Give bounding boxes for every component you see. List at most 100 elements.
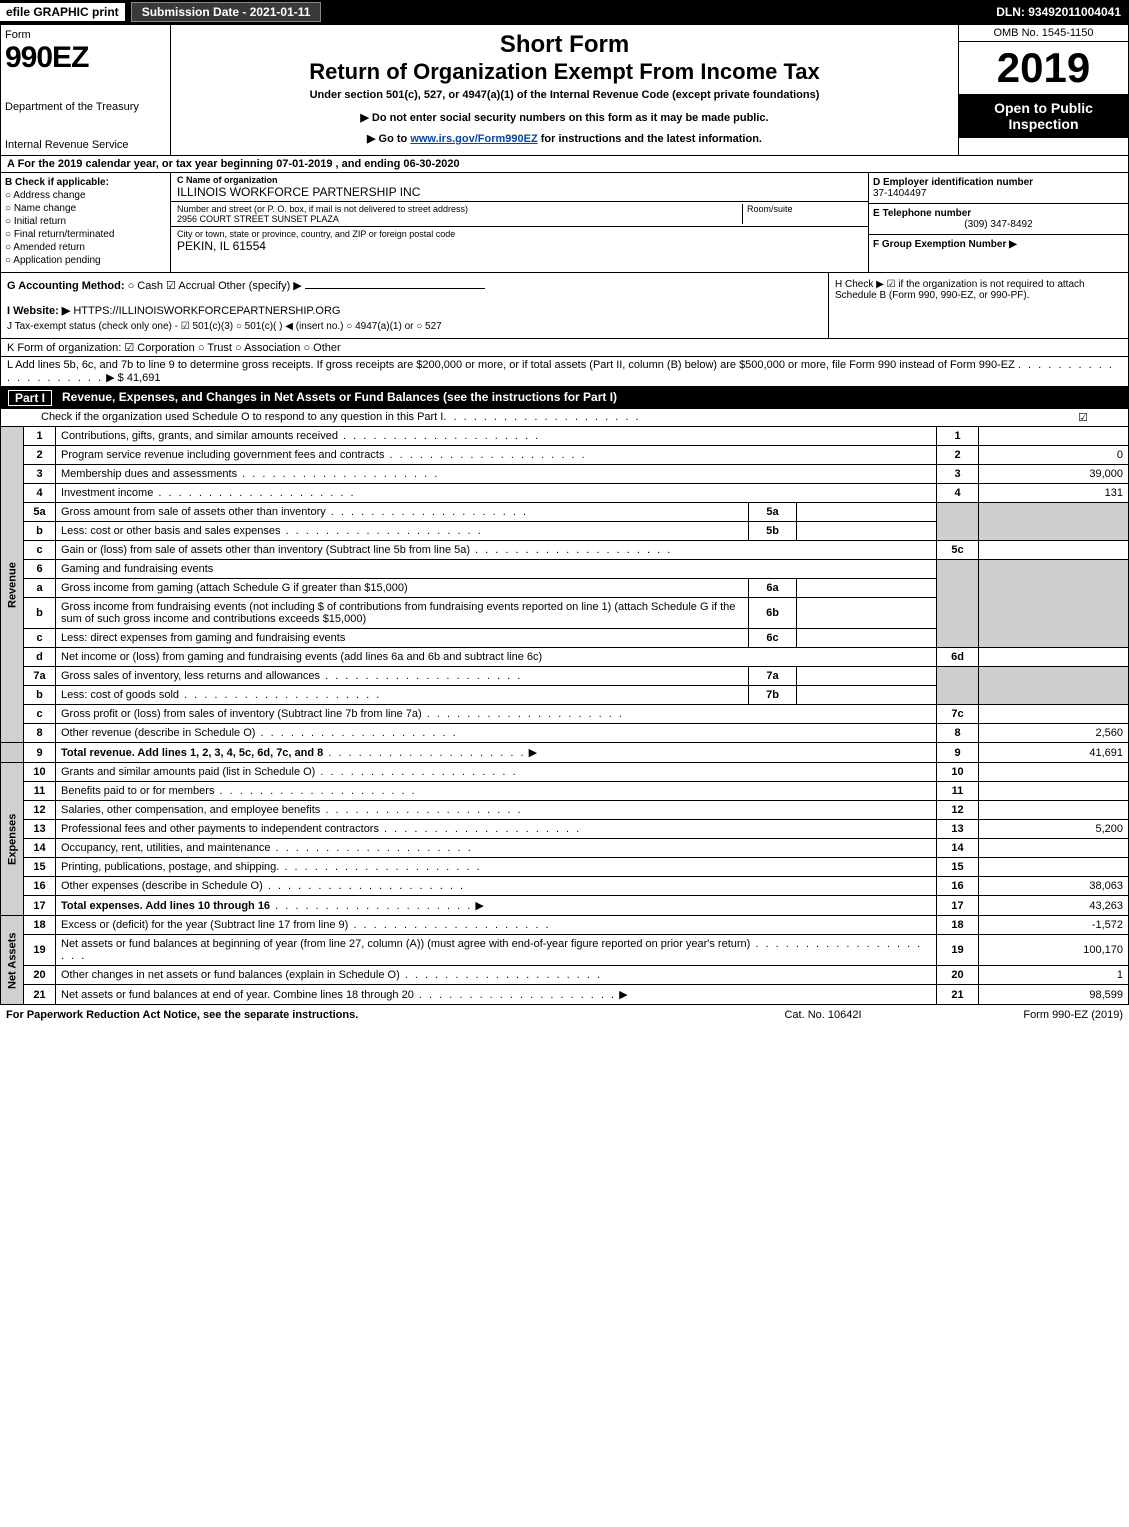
g-accrual[interactable]: ☑ Accrual (166, 280, 215, 292)
ln7b-subval (797, 686, 937, 705)
ln7c-col: 7c (937, 705, 979, 724)
ln10-dots (315, 766, 517, 778)
chk-address-change[interactable]: Address change (5, 190, 166, 201)
info-block: B Check if applicable: Address change Na… (0, 173, 1129, 273)
tax-year: 2019 (959, 42, 1128, 94)
ln3-text: Membership dues and assessments (61, 468, 237, 480)
g-other[interactable]: Other (specify) ▶ (218, 280, 302, 292)
ln16-num: 16 (24, 877, 56, 896)
ln7a-dots (320, 670, 522, 682)
ln3-num: 3 (24, 465, 56, 484)
ssn-warning: ▶ Do not enter social security numbers o… (177, 111, 952, 124)
ln5a-text: Gross amount from sale of assets other t… (61, 506, 326, 518)
chk-amended-return[interactable]: Amended return (5, 242, 166, 253)
ln11-num: 11 (24, 782, 56, 801)
part1-title: Revenue, Expenses, and Changes in Net As… (62, 390, 617, 406)
ln5ab-shade-amt (979, 503, 1129, 541)
ln7a-desc: Gross sales of inventory, less returns a… (56, 667, 749, 686)
ln8-amt: 2,560 (979, 724, 1129, 743)
ln6c-num: c (24, 629, 56, 648)
chk-final-return[interactable]: Final return/terminated (5, 229, 166, 240)
ln3-amt: 39,000 (979, 465, 1129, 484)
ln5a-desc: Gross amount from sale of assets other t… (56, 503, 749, 522)
ln16-text: Other expenses (describe in Schedule O) (61, 880, 263, 892)
ln12-desc: Salaries, other compensation, and employ… (56, 801, 937, 820)
dept-treasury: Department of the Treasury (5, 101, 166, 113)
ln18-col: 18 (937, 916, 979, 935)
page-footer: For Paperwork Reduction Act Notice, see … (0, 1005, 1129, 1025)
part1-sub-dots (443, 411, 640, 424)
ln7b-text: Less: cost of goods sold (61, 689, 179, 701)
chk-application-pending[interactable]: Application pending (5, 255, 166, 266)
part1-subhead: Check if the organization used Schedule … (0, 409, 1129, 426)
ein-label: D Employer identification number (873, 177, 1124, 188)
ln20-text: Other changes in net assets or fund bala… (61, 969, 400, 981)
part1-checkbox[interactable]: ☑ (1078, 411, 1088, 424)
ln1-num: 1 (24, 427, 56, 446)
ln15-col: 15 (937, 858, 979, 877)
ln13-amt: 5,200 (979, 820, 1129, 839)
ln2-dots (384, 449, 586, 461)
ln6a-subval (797, 579, 937, 598)
ln17-amt: 43,263 (979, 896, 1129, 916)
ln18-dots (348, 919, 550, 931)
ln17-text: Total expenses. Add lines 10 through 16 (61, 900, 270, 912)
chk-name-change[interactable]: Name change (5, 203, 166, 214)
ln14-num: 14 (24, 839, 56, 858)
ln2-amt: 0 (979, 446, 1129, 465)
ln10-amt (979, 763, 1129, 782)
ln9-text: Total revenue. Add lines 1, 2, 3, 4, 5c,… (61, 747, 323, 759)
col-b: B Check if applicable: Address change Na… (1, 173, 171, 272)
ln8-num: 8 (24, 724, 56, 743)
ln14-desc: Occupancy, rent, utilities, and maintena… (56, 839, 937, 858)
topbar: efile GRAPHIC print Submission Date - 20… (0, 0, 1129, 24)
form-id: Form 990-EZ (2019) (923, 1009, 1123, 1021)
ln4-num: 4 (24, 484, 56, 503)
website-link[interactable]: HTTPS://ILLINOISWORKFORCEPARTNERSHIP.ORG (73, 305, 340, 317)
row-l-text: L Add lines 5b, 6c, and 7b to line 9 to … (7, 359, 1015, 371)
ln18-desc: Excess or (deficit) for the year (Subtra… (56, 916, 937, 935)
ln16-col: 16 (937, 877, 979, 896)
tel-block: E Telephone number (309) 347-8492 (869, 204, 1128, 235)
ln11-desc: Benefits paid to or for members (56, 782, 937, 801)
ln7-shade (937, 667, 979, 705)
sidetab-revenue: Revenue (1, 427, 24, 743)
ln20-num: 20 (24, 966, 56, 985)
ln6b-subval (797, 598, 937, 629)
ln5b-num: b (24, 522, 56, 541)
ln19-amt: 100,170 (979, 935, 1129, 966)
ln21-col: 21 (937, 985, 979, 1005)
title-short-form: Short Form (177, 31, 952, 59)
ln7a-sub: 7a (749, 667, 797, 686)
ln16-amt: 38,063 (979, 877, 1129, 896)
ln5a-dots (326, 506, 528, 518)
goto-link[interactable]: www.irs.gov/Form990EZ (410, 133, 537, 145)
g-cash[interactable]: ○ Cash (128, 280, 163, 292)
row-l: L Add lines 5b, 6c, and 7b to line 9 to … (0, 357, 1129, 387)
ln15-dots (279, 861, 481, 873)
ln12-text: Salaries, other compensation, and employ… (61, 804, 320, 816)
ln1-dots (338, 430, 540, 442)
ln3-desc: Membership dues and assessments (56, 465, 937, 484)
ln13-col: 13 (937, 820, 979, 839)
row-h: H Check ▶ ☑ if the organization is not r… (828, 273, 1128, 338)
ln2-text: Program service revenue including govern… (61, 449, 384, 461)
ln8-desc: Other revenue (describe in Schedule O) (56, 724, 937, 743)
ln15-amt (979, 858, 1129, 877)
irs-label: Internal Revenue Service (5, 139, 166, 151)
form-word: Form (5, 29, 166, 41)
org-name: ILLINOIS WORKFORCE PARTNERSHIP INC (177, 185, 862, 199)
ln6c-sub: 6c (749, 629, 797, 648)
ln7a-subval (797, 667, 937, 686)
ln18-text: Excess or (deficit) for the year (Subtra… (61, 919, 348, 931)
ln14-amt (979, 839, 1129, 858)
ln6b-num: b (24, 598, 56, 629)
submission-date: Submission Date - 2021-01-11 (131, 2, 322, 22)
part1-label: Part I (8, 390, 52, 406)
ln5ab-shade (937, 503, 979, 541)
ln12-num: 12 (24, 801, 56, 820)
ln7b-sub: 7b (749, 686, 797, 705)
room-suite-label: Room/suite (742, 204, 862, 224)
row-gh: G Accounting Method: ○ Cash ☑ Accrual Ot… (0, 273, 1129, 339)
chk-initial-return[interactable]: Initial return (5, 216, 166, 227)
